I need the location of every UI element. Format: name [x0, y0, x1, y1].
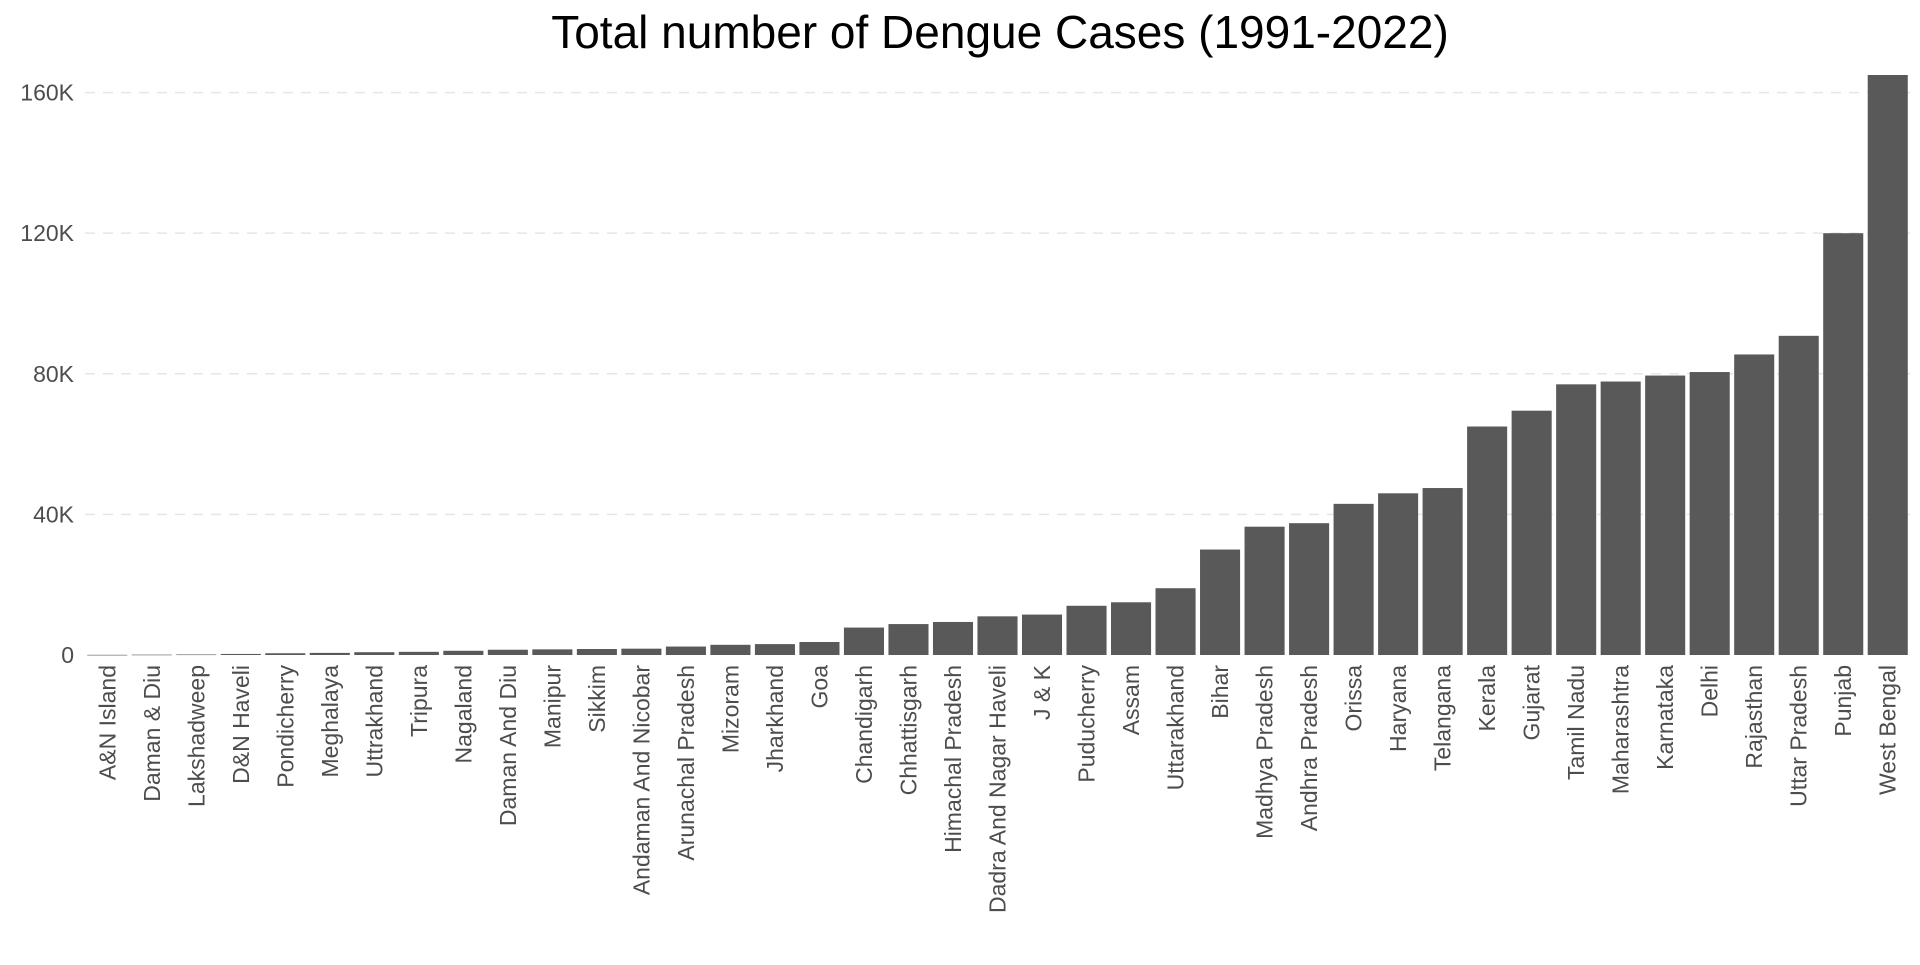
y-tick-label: 80K: [33, 361, 75, 387]
x-tick-label: Meghalaya: [317, 665, 343, 778]
bar: [1867, 75, 1908, 655]
bar: [1200, 549, 1241, 655]
x-tick-label: Chhattisgarh: [895, 665, 921, 795]
x-tick-label: Mizoram: [717, 665, 743, 753]
bar: [532, 649, 573, 655]
bar: [265, 653, 306, 655]
bar: [754, 644, 795, 655]
x-tick-label: Uttarakhand: [1163, 665, 1189, 790]
bar: [665, 646, 706, 655]
bar: [309, 652, 350, 655]
bar: [1111, 602, 1152, 655]
x-tick-label: Punjab: [1830, 665, 1856, 737]
x-tick-label: Maharashtra: [1608, 665, 1634, 794]
x-tick-label: Jharkhand: [762, 665, 788, 772]
x-tick-label: Gujarat: [1519, 664, 1545, 740]
x-tick-label: Uttar Pradesh: [1786, 665, 1812, 807]
bar: [398, 651, 439, 655]
x-tick-label: Puducherry: [1074, 665, 1100, 783]
bar: [1333, 503, 1374, 655]
y-tick-label: 120K: [20, 220, 74, 246]
x-tick-label: Bihar: [1207, 665, 1233, 719]
x-tick-label: Tripura: [406, 665, 432, 737]
x-tick-label: Kerala: [1474, 665, 1500, 732]
x-tick-label: Chandigarh: [851, 665, 877, 784]
x-tick-label: Orissa: [1341, 665, 1367, 732]
x-tick-label: Assam: [1118, 665, 1144, 735]
bar: [1378, 493, 1419, 655]
x-tick-label: Rajasthan: [1741, 665, 1767, 769]
x-tick-label: Tamil Nadu: [1563, 665, 1589, 780]
x-tick-label: Nagaland: [450, 665, 476, 763]
bar: [888, 624, 929, 655]
x-tick-label: Haryana: [1385, 665, 1411, 752]
bar: [87, 654, 128, 656]
bar: [1021, 614, 1063, 655]
x-tick-label: D&N Haveli: [228, 665, 254, 784]
bar: [1511, 410, 1552, 655]
bar: [932, 621, 974, 655]
x-tick-label: Himachal Pradesh: [940, 665, 966, 853]
x-tick-label: Arunachal Pradesh: [673, 665, 699, 861]
bar: [131, 654, 172, 656]
bar: [354, 652, 395, 655]
bar: [1556, 384, 1597, 655]
x-tick-label: Daman And Diu: [495, 665, 521, 826]
bar: [1244, 526, 1285, 655]
x-tick-label: J & K: [1029, 664, 1055, 720]
bar: [576, 649, 617, 655]
x-tick-label: Manipur: [539, 665, 565, 748]
bar: [1600, 381, 1641, 655]
y-tick-label: 0: [61, 642, 74, 668]
bar: [799, 641, 840, 655]
bar: [1823, 233, 1864, 655]
x-tick-label: Uttrakhand: [361, 665, 387, 778]
bar: [710, 644, 751, 655]
bar: [1467, 426, 1508, 655]
x-tick-label: West Bengal: [1875, 665, 1901, 795]
x-tick-label: Andaman And Nicobar: [628, 665, 654, 895]
bar: [1422, 488, 1463, 655]
x-tick-label: Daman & Diu: [139, 665, 165, 802]
bar: [621, 648, 662, 655]
bar: [1155, 588, 1196, 655]
bar: [1289, 523, 1330, 655]
bar: [1689, 372, 1730, 655]
y-tick-label: 160K: [20, 80, 74, 106]
x-tick-label: A&N Island: [94, 665, 120, 780]
x-tick-label: Lakshadweep: [183, 665, 209, 807]
bar: [176, 654, 217, 656]
bar: [1778, 335, 1819, 655]
x-tick-label: Karnataka: [1652, 665, 1678, 770]
x-tick-label: Andhra Pradesh: [1296, 665, 1322, 831]
x-tick-label: Goa: [806, 665, 832, 709]
x-tick-label: Dadra And Nagar Haveli: [985, 665, 1011, 913]
bar: [443, 650, 484, 655]
bar: [1066, 605, 1107, 655]
bar: [487, 649, 528, 655]
y-tick-label: 40K: [33, 501, 75, 527]
bar: [1734, 354, 1775, 655]
bar: [843, 627, 884, 655]
chart-title: Total number of Dengue Cases (1991-2022): [551, 6, 1449, 58]
y-axis-ticks: 0 40K 80K 120K 160K: [20, 80, 74, 668]
x-axis-ticks: A&N Island Daman & Diu Lakshadweep D&N Have…: [94, 664, 1900, 913]
bar: [977, 616, 1018, 655]
bars: [87, 75, 1908, 656]
x-tick-label: Pondicherry: [272, 665, 298, 788]
bar: [1645, 375, 1686, 655]
x-tick-label: Telangana: [1430, 665, 1456, 771]
bar: [220, 653, 261, 655]
x-tick-label: Delhi: [1697, 665, 1723, 717]
x-tick-label: Sikkim: [584, 665, 610, 733]
x-tick-label: Madhya Pradesh: [1252, 665, 1278, 839]
